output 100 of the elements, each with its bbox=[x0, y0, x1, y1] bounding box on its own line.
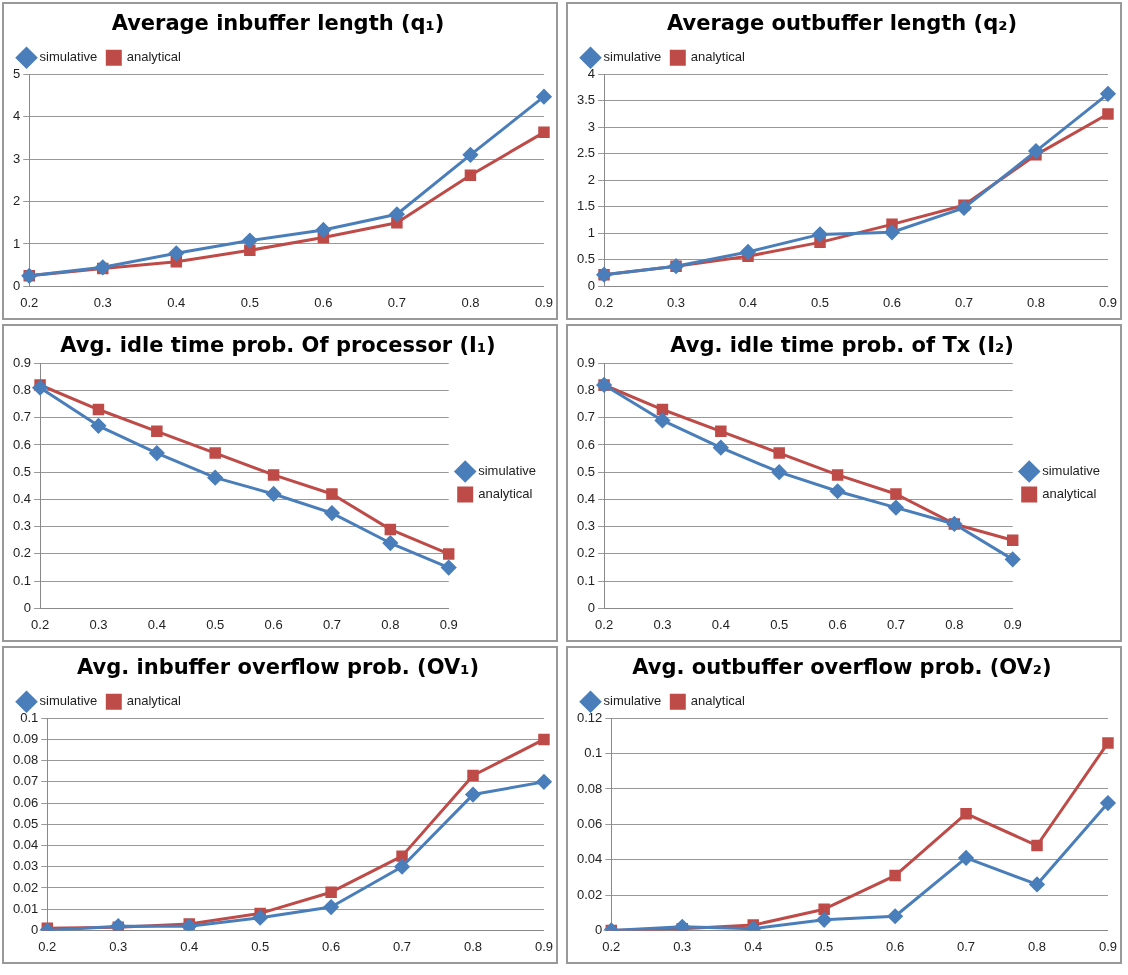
x-tick-label: 0.5 bbox=[770, 616, 789, 632]
y-tick-label: 0.6 bbox=[12, 436, 32, 452]
y-tick-label: 0.3 bbox=[576, 518, 596, 534]
y-tick-label: 0.1 bbox=[584, 745, 603, 761]
y-tick-label: 1.5 bbox=[576, 198, 596, 214]
x-tick-label: 0.4 bbox=[744, 938, 763, 954]
x-tick-label: 0.5 bbox=[206, 616, 225, 632]
y-tick-label: 0.01 bbox=[12, 900, 39, 916]
x-tick-label: 0.6 bbox=[322, 938, 341, 954]
y-tick-label: 0.06 bbox=[12, 794, 39, 810]
y-tick-label: 0.09 bbox=[12, 731, 39, 746]
y-tick-label: 0.3 bbox=[12, 518, 32, 534]
y-tick-label: 0.03 bbox=[12, 858, 39, 874]
y-tick-label: 0 bbox=[23, 599, 32, 615]
chart-title: Avg. idle time prob. Of processor (I₁) bbox=[60, 333, 496, 358]
y-tick-label: 4 bbox=[13, 108, 21, 124]
y-tick-label: 0.1 bbox=[20, 709, 39, 725]
legend-label: simulative bbox=[603, 49, 662, 65]
x-tick-label: 0.8 bbox=[381, 616, 400, 632]
y-tick-label: 0.6 bbox=[576, 436, 596, 452]
chart-title: Average outbuffer length (q₂) bbox=[666, 11, 1018, 36]
legend-label: analytical bbox=[1042, 486, 1097, 502]
y-tick-label: 2.5 bbox=[576, 145, 596, 161]
x-tick-label: 0.6 bbox=[886, 938, 905, 954]
y-tick-label: 1 bbox=[587, 224, 596, 240]
x-tick-label: 0.7 bbox=[387, 294, 406, 310]
x-tick-label: 0.7 bbox=[957, 938, 976, 954]
x-tick-label: 0.9 bbox=[1003, 616, 1022, 632]
x-tick-label: 0.9 bbox=[534, 294, 553, 310]
y-tick-label: 1 bbox=[13, 235, 21, 251]
y-tick-label: 0.9 bbox=[12, 354, 32, 370]
x-tick-label: 0.2 bbox=[38, 938, 57, 954]
y-tick-label: 0.8 bbox=[12, 382, 32, 398]
y-tick-label: 3 bbox=[13, 150, 21, 166]
y-tick-label: 0 bbox=[595, 921, 603, 937]
x-tick-label: 0.3 bbox=[653, 616, 672, 632]
x-tick-label: 0.8 bbox=[945, 616, 964, 632]
y-tick-label: 0.4 bbox=[576, 491, 596, 506]
y-tick-label: 0.05 bbox=[12, 815, 39, 831]
x-tick-label: 0.7 bbox=[322, 616, 341, 632]
y-tick-label: 2 bbox=[13, 193, 21, 209]
y-tick-label: 0.5 bbox=[576, 251, 596, 267]
y-tick-label: 4 bbox=[587, 65, 596, 81]
y-tick-label: 2 bbox=[587, 171, 596, 187]
x-tick-label: 0.9 bbox=[439, 616, 458, 632]
y-tick-label: 0.02 bbox=[576, 886, 603, 902]
chart-title: Average inbuffer length (q₁) bbox=[111, 11, 445, 36]
legend-label: analytical bbox=[126, 49, 182, 65]
x-tick-label: 0.7 bbox=[886, 616, 905, 632]
y-tick-label: 0 bbox=[587, 599, 596, 615]
y-tick-label: 0.04 bbox=[576, 851, 603, 867]
x-tick-label: 0.6 bbox=[828, 616, 847, 632]
x-tick-label: 0.2 bbox=[602, 938, 621, 954]
y-tick-label: 0.7 bbox=[576, 409, 596, 425]
legend-label: analytical bbox=[478, 486, 533, 502]
y-tick-label: 0.1 bbox=[576, 572, 596, 588]
chart-title: Avg. inbuffer overflow prob. (OV₁) bbox=[76, 655, 480, 680]
y-tick-label: 0.07 bbox=[12, 773, 39, 789]
x-tick-label: 0.3 bbox=[93, 294, 112, 310]
x-tick-label: 0.9 bbox=[1098, 938, 1117, 954]
x-tick-label: 0.4 bbox=[147, 616, 166, 632]
x-tick-label: 0.8 bbox=[1026, 294, 1046, 310]
x-tick-label: 0.9 bbox=[534, 938, 553, 954]
legend-label: simulative bbox=[1042, 463, 1100, 479]
legend-label: analytical bbox=[126, 693, 182, 709]
legend-label: analytical bbox=[690, 49, 746, 65]
x-tick-label: 0.6 bbox=[314, 294, 333, 310]
x-tick-label: 0.6 bbox=[264, 616, 283, 632]
y-tick-label: 0 bbox=[13, 277, 21, 293]
legend-label: simulative bbox=[39, 693, 98, 709]
x-tick-label: 0.9 bbox=[1098, 294, 1117, 310]
y-tick-label: 0.1 bbox=[12, 572, 32, 588]
chart-title: Avg. outbuffer overflow prob. (OV₂) bbox=[632, 655, 1052, 680]
y-tick-label: 0.2 bbox=[576, 545, 596, 561]
y-tick-label: 0.9 bbox=[576, 354, 596, 370]
legend-label: analytical bbox=[690, 693, 746, 709]
legend-label: simulative bbox=[603, 693, 662, 709]
x-tick-label: 0.4 bbox=[739, 294, 758, 310]
y-tick-label: 5 bbox=[13, 65, 21, 81]
x-tick-label: 0.3 bbox=[89, 616, 108, 632]
x-tick-label: 0.8 bbox=[1027, 938, 1047, 954]
y-tick-label: 0.08 bbox=[576, 780, 603, 796]
legend-label: simulative bbox=[478, 463, 536, 479]
x-tick-label: 0.4 bbox=[711, 616, 730, 632]
x-tick-label: 0.3 bbox=[109, 938, 128, 954]
x-tick-label: 0.5 bbox=[815, 938, 834, 954]
chart-title: Avg. idle time prob. of Tx (I₂) bbox=[670, 333, 1014, 358]
x-tick-label: 0.7 bbox=[393, 938, 412, 954]
y-tick-label: 0.8 bbox=[576, 382, 596, 398]
x-tick-label: 0.7 bbox=[954, 294, 974, 310]
x-tick-label: 0.8 bbox=[463, 938, 483, 954]
y-tick-label: 0 bbox=[587, 277, 596, 293]
x-tick-label: 0.4 bbox=[180, 938, 199, 954]
y-tick-label: 0 bbox=[31, 921, 39, 937]
y-tick-label: 0.7 bbox=[12, 409, 32, 425]
x-tick-label: 0.8 bbox=[461, 294, 480, 310]
x-tick-label: 0.3 bbox=[673, 938, 692, 954]
y-tick-label: 0.04 bbox=[12, 837, 39, 853]
y-tick-label: 0.4 bbox=[12, 491, 32, 506]
x-tick-label: 0.3 bbox=[667, 294, 686, 310]
